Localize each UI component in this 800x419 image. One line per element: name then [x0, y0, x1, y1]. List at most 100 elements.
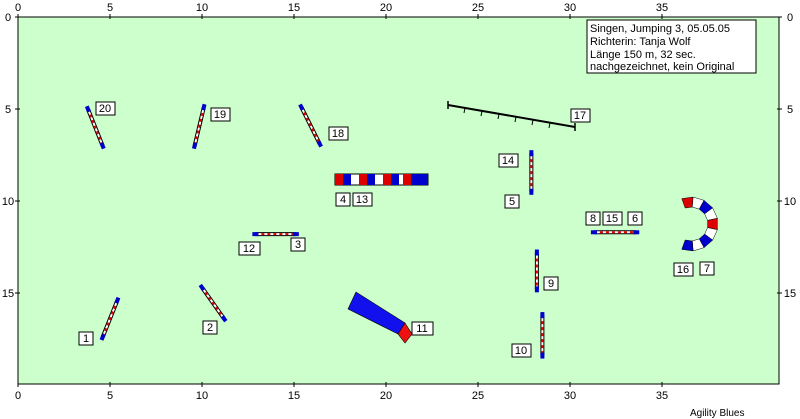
- number-label-text: 10: [515, 345, 527, 357]
- number-label: 18: [328, 126, 349, 141]
- number-label: 15: [602, 211, 623, 226]
- jump-wing: [316, 140, 323, 148]
- jump-2: [198, 283, 228, 323]
- top-tick-label: 0: [15, 2, 21, 14]
- right-tick-label: 0: [787, 12, 793, 24]
- jump-bar-stripes: [101, 299, 119, 338]
- jump-20: [84, 105, 106, 150]
- number-label: 7: [699, 261, 715, 276]
- left-axis: 0 5 10 15: [2, 12, 20, 300]
- wall-obstacle: [334, 173, 429, 186]
- right-axis: 0 5 10 15: [777, 12, 796, 300]
- right-tick-label: 5: [787, 104, 793, 116]
- top-tick-label: 35: [656, 2, 668, 14]
- top-tick-label: 20: [380, 2, 392, 14]
- top-axis: 0 5 10 15 20 25 30 35: [15, 2, 668, 19]
- number-label-text: 18: [332, 128, 344, 140]
- number-label-text: 17: [574, 110, 586, 122]
- jump-bar-stripes: [86, 108, 104, 147]
- jump-wing: [99, 142, 106, 150]
- number-label: 13: [352, 192, 373, 207]
- jump-bar-stripes: [300, 106, 321, 145]
- bottom-axis: 0 5 10 15 20 25 30 35: [15, 382, 668, 402]
- number-label: 8: [585, 211, 601, 226]
- jump-1: [99, 296, 121, 341]
- info-line-2: Richterin: Tanja Wolf: [590, 36, 691, 48]
- jump-bar-stripes: [193, 106, 205, 147]
- bottom-tick-label: 15: [288, 390, 300, 402]
- obstacle-number-labels: 20 19 18 14 3 6 9 1 2 10 4 13 17 5 8 15 …: [78, 101, 715, 358]
- bottom-tick-label: 35: [656, 390, 668, 402]
- number-label-text: 5: [509, 196, 515, 208]
- jump-wing: [99, 333, 106, 341]
- number-label-text: 11: [416, 323, 427, 335]
- jump-obstacles: [84, 103, 640, 359]
- number-label-text: 4: [340, 194, 346, 206]
- bottom-tick-label: 0: [15, 390, 21, 402]
- bottom-tick-label: 30: [564, 390, 576, 402]
- jump-wing: [220, 315, 228, 323]
- info-line-3: Länge 150 m, 32 sec.: [590, 49, 696, 61]
- number-label: 16: [673, 262, 694, 277]
- right-tick-label: 15: [784, 288, 796, 300]
- jump-bar-stripes: [201, 286, 225, 320]
- info-line-4: nachgezeichnet, kein Original: [590, 61, 734, 73]
- number-label-text: 20: [99, 103, 111, 115]
- tunnel-segment: [681, 239, 694, 252]
- jump-wing: [201, 103, 207, 111]
- jump-wing: [198, 283, 206, 292]
- number-label-text: 3: [295, 239, 301, 251]
- jump-wing: [114, 296, 121, 304]
- number-label-text: 8: [590, 213, 596, 225]
- jump-19: [191, 103, 207, 150]
- number-label: 20: [95, 101, 116, 116]
- left-tick-label: 15: [2, 288, 14, 300]
- info-line-1: Singen, Jumping 3, 05.05.05: [590, 23, 730, 35]
- number-label-text: 9: [548, 278, 554, 290]
- credit-text: Agility Blues: [690, 408, 744, 419]
- number-label-text: 15: [606, 213, 618, 225]
- number-label: 11: [411, 321, 434, 336]
- top-tick-label: 25: [472, 2, 484, 14]
- number-label-text: 6: [632, 213, 638, 225]
- jump-18: [298, 103, 323, 148]
- number-label-text: 12: [243, 243, 255, 255]
- bottom-tick-label: 10: [196, 390, 208, 402]
- bottom-tick-label: 5: [107, 390, 113, 402]
- number-label: 17: [570, 108, 591, 123]
- number-label: 5: [504, 194, 520, 209]
- number-label-text: 13: [356, 194, 368, 206]
- number-label: 19: [210, 107, 231, 122]
- number-label-text: 2: [207, 322, 213, 334]
- tunnel-straight: [347, 291, 413, 344]
- jump-wing: [298, 103, 305, 111]
- top-tick-label: 5: [107, 2, 113, 14]
- number-label: 2: [202, 320, 218, 335]
- number-label: 4: [335, 192, 351, 207]
- number-label-text: 14: [502, 155, 514, 167]
- number-label-text: 19: [214, 109, 226, 121]
- number-label: 6: [627, 211, 643, 226]
- right-tick-label: 10: [784, 196, 796, 208]
- bottom-tick-label: 25: [472, 390, 484, 402]
- number-label: 14: [498, 153, 519, 168]
- top-tick-label: 15: [288, 2, 300, 14]
- bottom-tick-label: 20: [380, 390, 392, 402]
- number-label: 10: [511, 343, 532, 358]
- number-label: 12: [238, 241, 261, 256]
- dogwalk-obstacle: [447, 101, 576, 131]
- left-tick-label: 10: [2, 196, 14, 208]
- course-info-box: Singen, Jumping 3, 05.05.05 Richterin: T…: [586, 19, 757, 74]
- number-label-text: 16: [677, 264, 689, 276]
- number-label: 9: [543, 276, 559, 291]
- number-label: 1: [78, 331, 94, 346]
- top-tick-label: 30: [564, 2, 576, 14]
- number-label-text: 1: [83, 333, 89, 345]
- top-tick-label: 10: [196, 2, 208, 14]
- left-tick-label: 5: [5, 104, 11, 116]
- left-tick-label: 0: [5, 12, 11, 24]
- number-label-text: 7: [704, 263, 710, 275]
- jump-wing: [84, 105, 91, 113]
- number-label: 3: [290, 237, 306, 252]
